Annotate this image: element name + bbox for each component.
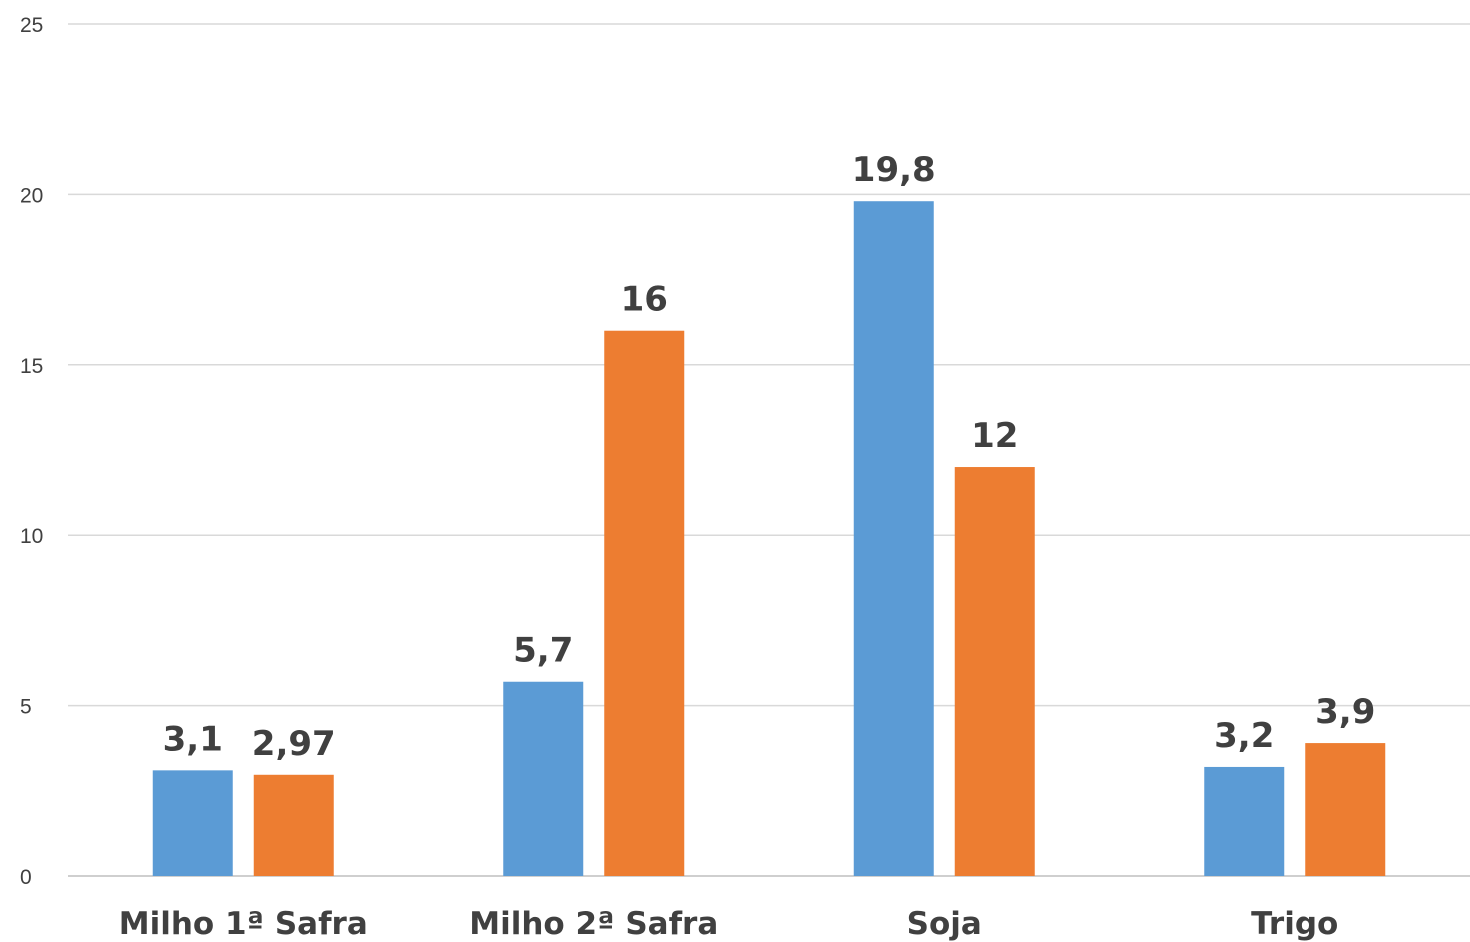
bars [152,201,1386,877]
x-tick-label: Soja [907,906,982,942]
data-label: 3,2 [1214,716,1274,756]
y-tick-label: 10 [20,525,43,548]
data-label: 2,97 [252,724,336,764]
bar [503,681,584,876]
y-tick-label: 0 [20,866,32,889]
y-axis-ticks: 0 5 10 15 20 25 [20,14,43,889]
data-label: 3,9 [1315,692,1375,732]
bar [1204,766,1285,876]
bar [853,201,934,876]
bar [954,467,1035,876]
bar [1305,743,1386,876]
data-label: 16 [621,280,668,320]
y-tick-label: 20 [20,184,43,207]
x-tick-label: Milho 1ª Safra [119,906,368,942]
data-label: 5,7 [513,631,573,671]
bar [152,770,233,876]
data-labels: 3,1 2,97 5,7 16 19,8 12 3,2 3,9 [163,150,1376,764]
data-label: 12 [971,416,1018,456]
y-tick-label: 25 [20,14,43,37]
x-tick-label: Trigo [1251,906,1338,942]
data-label: 3,1 [163,719,223,759]
x-tick-label: Milho 2ª Safra [469,906,718,942]
bar [253,774,334,876]
data-label: 19,8 [852,150,936,190]
y-tick-label: 15 [20,355,43,378]
y-tick-label: 5 [20,696,32,719]
bar [604,330,685,877]
x-axis-ticks: Milho 1ª Safra Milho 2ª Safra Soja Trigo [119,906,1339,942]
